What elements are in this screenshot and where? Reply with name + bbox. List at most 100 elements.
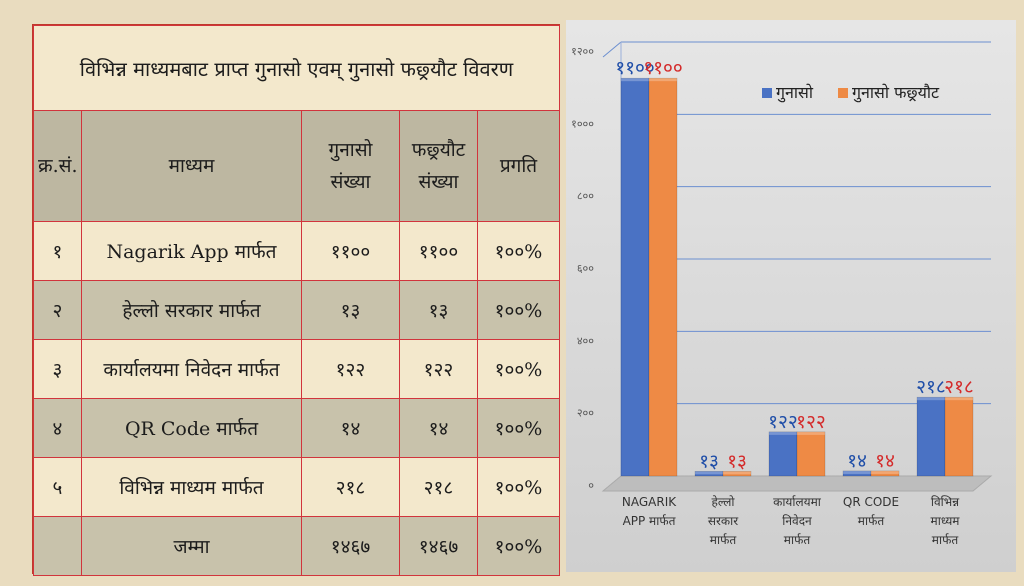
- bar-top-highlight: [843, 470, 871, 474]
- header-sn: क्र.सं.: [33, 110, 82, 222]
- y-tick-label: १२००: [571, 45, 594, 58]
- legend-entry: गुनासो: [776, 83, 814, 103]
- y-tick-label: ६००: [577, 262, 594, 275]
- legend-swatch: [838, 88, 848, 98]
- bar-resolved: [648, 77, 678, 477]
- cell-sn: ५: [33, 457, 82, 517]
- cell-complaints: १३: [301, 280, 400, 340]
- data-label: २१८: [916, 376, 946, 398]
- cell-sn: ३: [33, 339, 82, 399]
- axis-edge: [602, 41, 622, 58]
- bar-top-highlight: [769, 431, 797, 435]
- cell-complaints: २१८: [301, 457, 400, 517]
- bar-complaints: [768, 431, 798, 477]
- table-row: ४ QR Code मार्फत १४ १४ १००%: [33, 398, 561, 458]
- bar-resolved: [722, 471, 752, 477]
- cell-sn: १: [33, 221, 82, 281]
- data-label: १२२: [768, 411, 798, 433]
- table-row: १ Nagarik App मार्फत ११०० ११०० १००%: [33, 221, 561, 281]
- legend-swatch: [762, 88, 772, 98]
- y-tick-label: ०: [588, 479, 594, 492]
- table-total-row: जम्मा १४६७ १४६७ १००%: [33, 516, 561, 576]
- cell-progress: १००%: [476, 398, 561, 458]
- x-tick-label: मार्फत: [710, 533, 738, 547]
- table-title: विभिन्न माध्यमबाट प्राप्त गुनासो एवम् गु…: [32, 25, 561, 111]
- header-source: माध्यम: [81, 110, 302, 222]
- y-tick-label: ८००: [577, 190, 594, 203]
- header-resolved: फछ्र्यौट संख्या: [399, 110, 478, 222]
- x-tick-label: मार्फत: [932, 533, 960, 547]
- chart-floor: [601, 475, 993, 492]
- cell-source: कार्यालयमा निवेदन मार्फत: [81, 339, 302, 399]
- x-tick-label: माध्यम: [931, 514, 961, 528]
- complaint-table-panel: विभिन्न माध्यमबाट प्राप्त गुनासो एवम् गु…: [32, 24, 561, 576]
- legend-entry: गुनासो फछ्र्यौट: [852, 83, 940, 103]
- cell-complaints: ११००: [301, 221, 400, 281]
- cell-source: Nagarik App मार्फत: [81, 221, 302, 281]
- y-tick-label: १०००: [571, 117, 594, 130]
- bar-resolved: [796, 431, 826, 477]
- data-label: १४: [847, 450, 867, 472]
- cell-progress: १००%: [476, 221, 561, 281]
- y-tick-label: २००: [577, 407, 594, 420]
- x-tick-label: सरकार: [708, 514, 739, 528]
- data-label: २१८: [944, 376, 974, 398]
- cell-complaints: १२२: [301, 339, 400, 399]
- complaint-table: विभिन्न माध्यमबाट प्राप्त गुनासो एवम् गु…: [32, 25, 561, 576]
- cell-progress: १००%: [476, 339, 561, 399]
- table-row: ३ कार्यालयमा निवेदन मार्फत १२२ १२२ १००%: [33, 339, 561, 399]
- data-label: १३: [727, 450, 747, 472]
- cell-total-complaints: १४६७: [301, 516, 400, 576]
- cell-source: विभिन्न माध्यम मार्फत: [81, 457, 302, 517]
- bar-complaints: [916, 396, 946, 477]
- header-complaints: गुनासो संख्या: [301, 110, 400, 222]
- bar-top-highlight: [649, 78, 677, 82]
- header-progress: प्रगति: [476, 110, 561, 222]
- y-tick-label: ४००: [577, 334, 594, 347]
- x-tick-label: कार्यालयमा: [773, 495, 822, 509]
- cell-total-progress: १००%: [476, 516, 561, 576]
- bar-top-highlight: [797, 431, 825, 435]
- cell-sn: २: [33, 280, 82, 340]
- x-tick-label: हेल्लो: [711, 495, 735, 509]
- x-tick-label: QR CODE: [843, 495, 899, 509]
- cell-total-blank: [33, 516, 82, 576]
- x-tick-label: मार्फत: [784, 533, 812, 547]
- cell-source: QR Code मार्फत: [81, 398, 302, 458]
- table-row: ५ विभिन्न माध्यम मार्फत २१८ २१८ १००%: [33, 457, 561, 517]
- cell-sn: ४: [33, 398, 82, 458]
- data-label: १२२: [796, 411, 826, 433]
- bar-top-highlight: [945, 397, 973, 401]
- cell-complaints: १४: [301, 398, 400, 458]
- cell-total-resolved: १४६७: [399, 516, 478, 576]
- table-row: २ हेल्लो सरकार मार्फत १३ १३ १००%: [33, 280, 561, 340]
- cell-total-label: जम्मा: [81, 516, 302, 576]
- data-label: ११००: [615, 57, 655, 79]
- cell-resolved: १२२: [399, 339, 478, 399]
- chart-panel: ० २०० ४०० ६०० ८०० १००० १२०० ११०० ११०० NAGARIK APP …: [566, 20, 1016, 572]
- bar-resolved: [870, 470, 900, 477]
- data-label: १३: [699, 450, 719, 472]
- cell-progress: १००%: [476, 280, 561, 340]
- x-tick-label: निवेदन: [782, 514, 812, 528]
- cell-source: हेल्लो सरकार मार्फत: [81, 280, 302, 340]
- cell-resolved: २१८: [399, 457, 478, 517]
- cell-resolved: ११००: [399, 221, 478, 281]
- bar-top-highlight: [917, 397, 945, 401]
- bar-top-highlight: [871, 470, 899, 474]
- cell-resolved: १४: [399, 398, 478, 458]
- cell-progress: १००%: [476, 457, 561, 517]
- bar-resolved: [944, 396, 974, 477]
- bar-complaints: [620, 77, 650, 477]
- bar-top-highlight: [695, 471, 723, 475]
- x-tick-label: APP मार्फत: [623, 514, 677, 528]
- data-label: १४: [875, 450, 895, 472]
- data-label: ११००: [643, 57, 683, 79]
- x-tick-label: विभिन्न: [931, 495, 960, 509]
- bar-top-highlight: [723, 471, 751, 475]
- cell-resolved: १३: [399, 280, 478, 340]
- x-tick-label: NAGARIK: [622, 495, 677, 509]
- x-tick-label: मार्फत: [858, 514, 886, 528]
- bar-top-highlight: [621, 78, 649, 82]
